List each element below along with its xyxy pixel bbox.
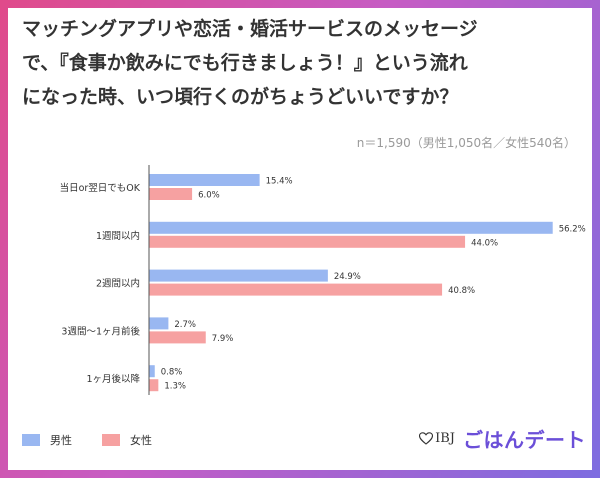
title-line-2: で、『食事か飲みにでも行きましょう！』という流れ: [22, 52, 468, 74]
bar-male: [149, 365, 155, 378]
value-label-male: 0.8%: [161, 368, 183, 378]
category-label: 2週間以内: [96, 278, 140, 290]
bar-male: [149, 174, 260, 186]
legend-swatch-female: [102, 434, 120, 446]
bar-female: [149, 283, 443, 296]
legend-label-female: 女性: [130, 434, 152, 447]
value-label-female: 7.9%: [212, 334, 234, 344]
bar-female: [149, 379, 159, 392]
category-label: 1ヶ月後以降: [86, 373, 140, 385]
legend-item-female: 女性: [102, 432, 152, 448]
legend-item-male: 男性: [22, 432, 72, 448]
category-label: 当日or翌日でもOK: [60, 182, 141, 194]
ibj-text: IBJ: [435, 431, 455, 446]
legend: 男性 女性: [22, 432, 152, 448]
bar-female: [149, 235, 466, 248]
value-label-male: 15.4%: [266, 177, 293, 187]
value-label-female: 44.0%: [471, 238, 498, 248]
value-label-female: 40.8%: [448, 286, 475, 296]
title-line-1: マッチングアプリや恋活・婚活サービスのメッセージ: [22, 18, 478, 40]
bar-male: [149, 317, 169, 330]
heart-icon: [419, 432, 434, 445]
chart-title: マッチングアプリや恋活・婚活サービスのメッセージ で、『食事か飲みにでも行きまし…: [22, 12, 567, 114]
bar-male: [149, 269, 328, 282]
bar-female: [149, 188, 193, 200]
brand-name: ごはんデート: [463, 428, 586, 452]
value-label-male: 24.9%: [334, 272, 361, 282]
legend-label-male: 男性: [50, 434, 72, 447]
bar-male: [149, 221, 553, 234]
value-label-male: 56.2%: [559, 224, 586, 234]
category-label: 3週間〜1ヶ月前後: [61, 325, 140, 337]
ibj-logo: IBJ: [419, 431, 455, 446]
legend-swatch-male: [22, 434, 40, 446]
brand-logo: IBJ ごはんデート: [419, 424, 586, 453]
title-line-3: になった時、いつ頃行くのがちょうどいいですか？: [22, 86, 459, 108]
sample-size-note: n＝1,590（男性1,050名／女性540名）: [356, 136, 576, 150]
category-label: 1週間以内: [96, 230, 140, 242]
bar-female: [149, 331, 206, 344]
value-label-female: 1.3%: [164, 382, 186, 392]
value-label-female: 6.0%: [198, 191, 220, 201]
value-label-male: 2.7%: [174, 320, 196, 330]
